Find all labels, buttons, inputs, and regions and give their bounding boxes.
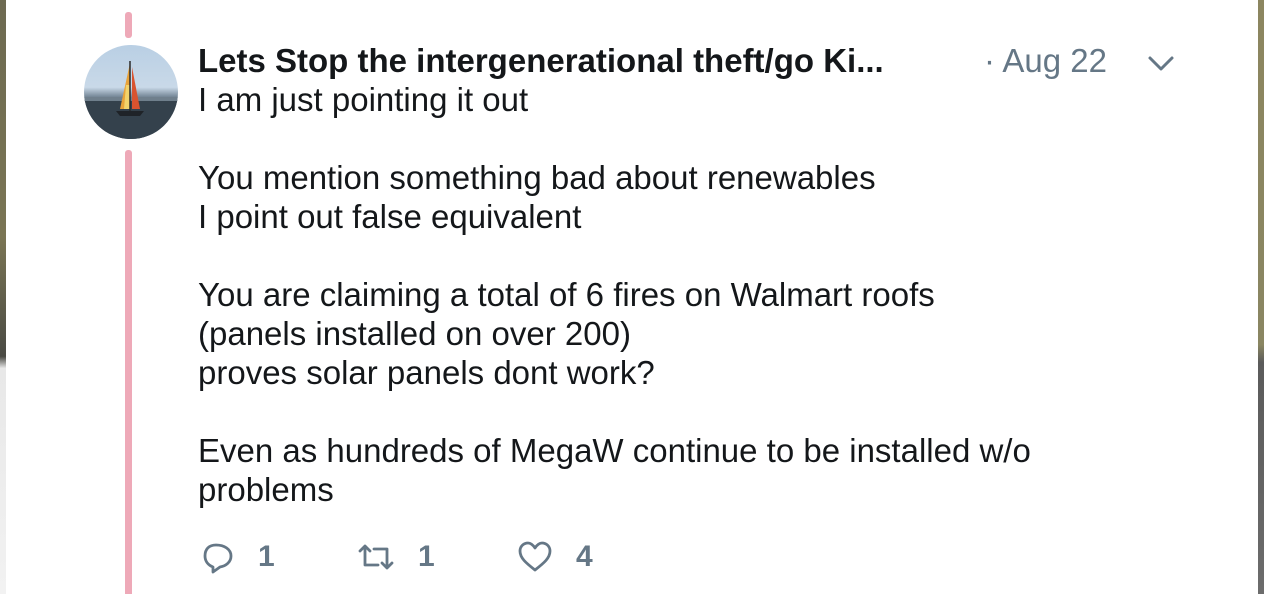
tweet-date[interactable]: Aug 22 (1002, 42, 1107, 79)
thread-connector (125, 150, 132, 594)
retweet-count: 1 (418, 540, 435, 573)
tweet-line: I am just pointing it out (198, 81, 529, 118)
tweet-line: Even as hundreds of MegaW continue to be… (198, 432, 1031, 469)
author-name[interactable]: Lets Stop the intergenerational theft/go… (198, 42, 884, 79)
heart-icon (518, 541, 552, 572)
tweet-line: You mention something bad about renewabl… (198, 159, 876, 196)
chevron-down-icon[interactable] (1146, 52, 1176, 74)
tweet-line: You are claiming a total of 6 fires on W… (198, 276, 935, 313)
tweet-text: I am just pointing it out You mention so… (198, 80, 1218, 509)
background-edge-right (1258, 0, 1264, 594)
tweet-line: proves solar panels dont work? (198, 354, 655, 391)
tweet-actions: 1 1 4 (200, 537, 720, 577)
retweet-icon (358, 544, 394, 570)
tweet-line-blank (198, 236, 1218, 275)
reply-button[interactable]: 1 (200, 537, 275, 577)
like-button[interactable]: 4 (516, 537, 593, 577)
tweet-line: I point out false equivalent (198, 198, 582, 235)
tweet-meta: · Aug 22 (984, 40, 1107, 82)
retweet-button[interactable]: 1 (356, 537, 435, 577)
thread-connector-top (125, 12, 132, 38)
tweet-line: (panels installed on over 200) (198, 315, 631, 352)
tweet-line-blank (198, 119, 1218, 158)
background-edge-left (0, 0, 6, 594)
like-count: 4 (576, 540, 593, 573)
tweet-line: problems (198, 471, 334, 508)
avatar[interactable] (84, 45, 178, 139)
reply-icon (203, 543, 233, 574)
sailboat-photo (84, 61, 178, 139)
tweet-line-blank (198, 392, 1218, 431)
reply-count: 1 (258, 540, 275, 573)
meta-separator: · (984, 42, 995, 79)
